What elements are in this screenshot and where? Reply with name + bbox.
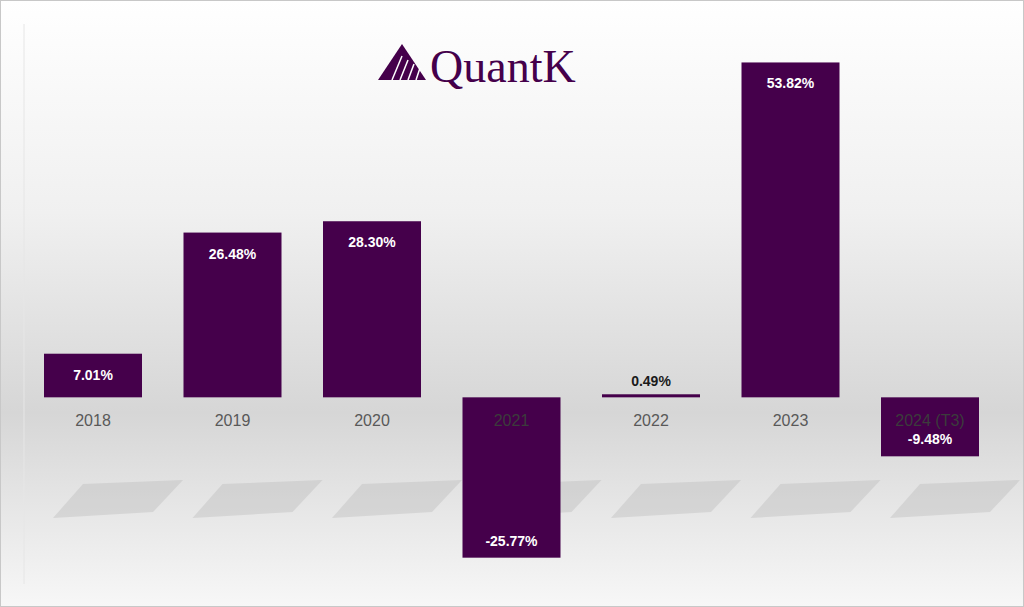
data-label: 26.48% (209, 246, 257, 262)
logo-stripe (392, 56, 402, 80)
data-label: 28.30% (348, 234, 396, 250)
chart: QuantK 2018 2019 2020 2021 2022 2023 2024 (T3) 7… (0, 0, 1024, 607)
bar (323, 221, 421, 397)
data-label: -25.77% (485, 533, 538, 549)
x-tick-label: 2020 (354, 412, 390, 429)
logo-stripe (400, 60, 408, 80)
bar (184, 233, 282, 398)
bar-shadow (751, 480, 881, 518)
x-tick-label: 2022 (633, 412, 669, 429)
x-tick-label: 2021 (494, 412, 530, 429)
logo-stripe (408, 64, 414, 80)
bar-shadow (890, 480, 1020, 518)
logo (378, 44, 426, 80)
y-axis-range (24, 24, 25, 584)
bar (742, 62, 840, 397)
bar (44, 354, 142, 398)
bar-shadow (193, 480, 323, 518)
x-tick-label: 2019 (215, 412, 251, 429)
data-label: -9.48% (908, 431, 953, 447)
bar (602, 394, 700, 397)
bar (881, 397, 979, 456)
bar-shadow (53, 480, 183, 518)
x-tick-label: 2018 (75, 412, 111, 429)
background (1, 1, 1024, 607)
data-label: 0.49% (631, 373, 671, 389)
logo-stripe (416, 68, 420, 80)
bar-shadow (611, 480, 741, 518)
title: QuantK (430, 41, 576, 92)
data-label: 7.01% (73, 367, 113, 383)
bar-shadow (332, 480, 462, 518)
logo-triangle (378, 44, 426, 80)
bar (463, 397, 561, 557)
data-label: 53.82% (767, 75, 815, 91)
x-tick-label: 2023 (773, 412, 809, 429)
x-tick-label: 2024 (T3) (895, 412, 964, 429)
